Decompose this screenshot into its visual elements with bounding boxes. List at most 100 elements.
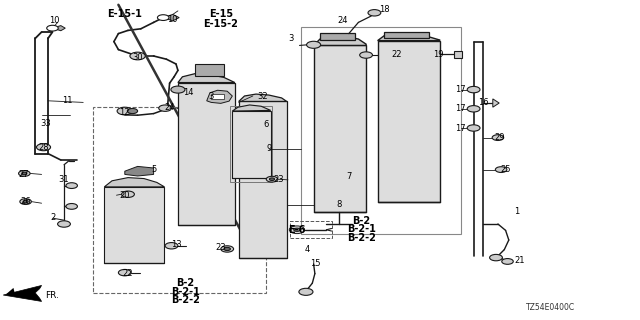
Text: 24: 24 xyxy=(164,103,175,112)
Bar xyxy=(93,107,266,293)
Text: FR.: FR. xyxy=(45,292,60,300)
Circle shape xyxy=(66,183,77,188)
Text: 10: 10 xyxy=(49,16,60,25)
Circle shape xyxy=(307,41,321,48)
Circle shape xyxy=(118,269,131,276)
Text: 8: 8 xyxy=(337,200,342,209)
Bar xyxy=(104,187,164,263)
Text: E-15-2: E-15-2 xyxy=(204,19,238,29)
Text: 25: 25 xyxy=(500,165,511,174)
Text: 33: 33 xyxy=(41,119,51,128)
Text: 19: 19 xyxy=(433,50,444,59)
Circle shape xyxy=(368,10,381,16)
Text: B-2: B-2 xyxy=(353,216,371,226)
Bar xyxy=(454,51,462,58)
Text: 27: 27 xyxy=(19,170,29,179)
Text: 13: 13 xyxy=(171,240,181,249)
Circle shape xyxy=(117,107,132,115)
Polygon shape xyxy=(52,26,65,31)
Polygon shape xyxy=(178,74,235,83)
Circle shape xyxy=(66,204,77,209)
Text: 32: 32 xyxy=(257,92,268,100)
Circle shape xyxy=(495,167,507,172)
Text: B-2-1: B-2-1 xyxy=(347,224,376,235)
Text: 22: 22 xyxy=(123,269,133,278)
Circle shape xyxy=(22,172,27,175)
Circle shape xyxy=(20,199,31,204)
Circle shape xyxy=(23,200,28,203)
Text: B-2-2: B-2-2 xyxy=(347,233,376,243)
Text: 14: 14 xyxy=(184,88,194,97)
Circle shape xyxy=(289,226,305,234)
Text: 17: 17 xyxy=(456,85,466,94)
Circle shape xyxy=(266,176,278,182)
Text: 11: 11 xyxy=(62,96,72,105)
Circle shape xyxy=(269,178,275,180)
Text: 16: 16 xyxy=(478,98,488,107)
Text: 3: 3 xyxy=(289,34,294,43)
Bar xyxy=(232,111,271,178)
Text: 24: 24 xyxy=(337,16,348,25)
Text: 15: 15 xyxy=(310,260,321,268)
Text: E-15-1: E-15-1 xyxy=(108,9,142,20)
Circle shape xyxy=(221,246,234,252)
Text: 22: 22 xyxy=(392,50,402,59)
Circle shape xyxy=(299,288,313,295)
Text: 1: 1 xyxy=(515,207,520,216)
Text: 3: 3 xyxy=(209,92,214,100)
Circle shape xyxy=(47,25,58,31)
Text: 18: 18 xyxy=(379,5,389,14)
Text: 31: 31 xyxy=(59,175,69,184)
Text: E-15: E-15 xyxy=(209,9,233,20)
Text: 17: 17 xyxy=(456,104,466,113)
Polygon shape xyxy=(104,178,164,187)
Circle shape xyxy=(467,86,480,93)
Polygon shape xyxy=(239,94,287,101)
Text: 29: 29 xyxy=(494,133,504,142)
Bar xyxy=(301,27,461,234)
Circle shape xyxy=(36,144,51,151)
Circle shape xyxy=(224,247,230,251)
Circle shape xyxy=(294,228,300,231)
Text: 20: 20 xyxy=(120,191,130,200)
Bar xyxy=(211,94,224,99)
Text: B-2-1: B-2-1 xyxy=(171,287,200,297)
Polygon shape xyxy=(207,90,232,103)
Text: 28: 28 xyxy=(38,143,49,152)
Bar xyxy=(378,41,440,202)
Circle shape xyxy=(157,15,169,20)
Text: 17: 17 xyxy=(456,124,466,132)
Text: 9: 9 xyxy=(266,144,271,153)
Text: 23: 23 xyxy=(273,175,284,184)
Bar xyxy=(290,221,332,238)
Text: 6: 6 xyxy=(263,120,268,129)
Bar xyxy=(230,106,272,182)
Circle shape xyxy=(360,52,372,58)
Circle shape xyxy=(467,106,480,112)
Bar xyxy=(195,64,224,76)
Text: 10: 10 xyxy=(168,15,178,24)
Polygon shape xyxy=(314,36,366,45)
Circle shape xyxy=(171,86,185,93)
Text: B-2: B-2 xyxy=(177,278,195,288)
Text: 12: 12 xyxy=(120,108,130,116)
Circle shape xyxy=(122,191,134,197)
Text: 2: 2 xyxy=(51,213,56,222)
Circle shape xyxy=(467,125,480,131)
Bar xyxy=(314,45,366,212)
Polygon shape xyxy=(378,34,440,41)
Text: TZ54E0400C: TZ54E0400C xyxy=(526,303,575,312)
Text: 26: 26 xyxy=(20,197,31,206)
Text: E-6: E-6 xyxy=(287,225,305,236)
Bar xyxy=(239,101,287,258)
Text: 23: 23 xyxy=(216,244,226,252)
Text: 21: 21 xyxy=(515,256,525,265)
Circle shape xyxy=(127,108,138,114)
Circle shape xyxy=(490,254,502,261)
Polygon shape xyxy=(125,166,154,176)
Text: 30: 30 xyxy=(132,53,143,62)
Bar xyxy=(320,33,355,40)
Circle shape xyxy=(159,105,172,111)
Circle shape xyxy=(492,135,504,140)
Circle shape xyxy=(165,243,178,249)
